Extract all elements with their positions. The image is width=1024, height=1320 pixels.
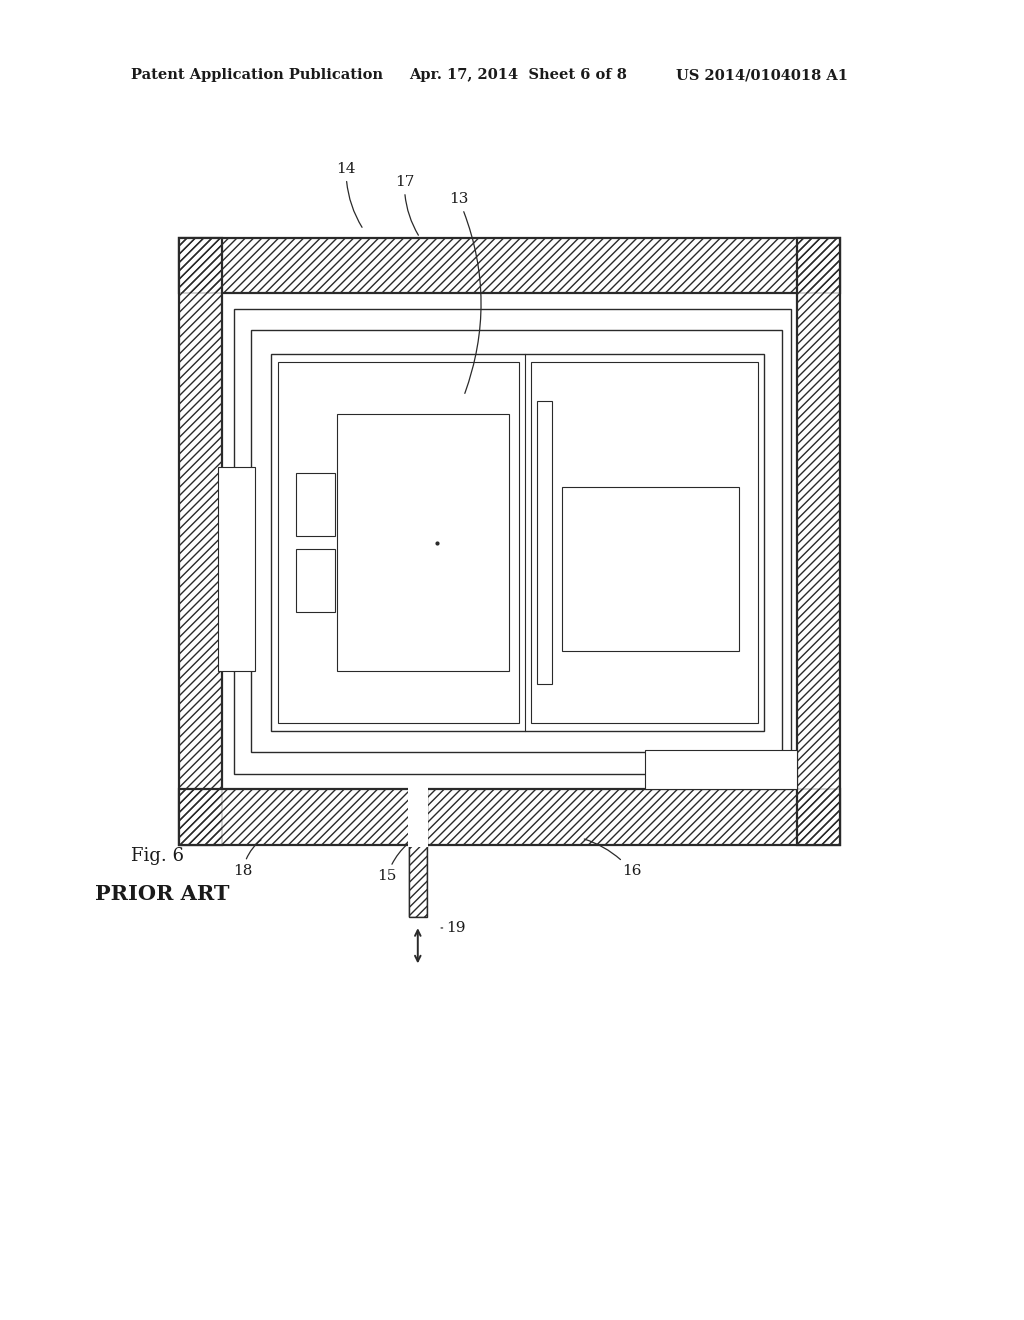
Text: Fig. 6: Fig. 6 (131, 846, 184, 865)
Bar (645, 750, 797, 789)
Text: PRIOR ART: PRIOR ART (95, 884, 229, 904)
Bar (409, 789, 427, 917)
Text: 13: 13 (450, 193, 481, 393)
Bar (296, 473, 335, 536)
Bar (337, 414, 509, 671)
Text: Apr. 17, 2014  Sheet 6 of 8: Apr. 17, 2014 Sheet 6 of 8 (410, 69, 628, 82)
Bar (278, 362, 519, 723)
Text: 14: 14 (336, 162, 362, 227)
Text: Patent Application Publication: Patent Application Publication (131, 69, 383, 82)
Bar (538, 401, 552, 684)
Bar (179, 789, 840, 845)
Bar (234, 309, 791, 774)
Bar (179, 238, 840, 293)
Bar (218, 467, 255, 671)
Bar (251, 330, 782, 752)
Bar (179, 238, 840, 293)
Text: 18: 18 (233, 840, 261, 878)
Bar (797, 238, 840, 845)
Bar (408, 784, 428, 847)
Bar (179, 238, 222, 845)
Text: US 2014/0104018 A1: US 2014/0104018 A1 (676, 69, 848, 82)
Text: 17: 17 (395, 176, 419, 235)
Bar (409, 789, 427, 917)
Bar (179, 238, 222, 845)
Bar (296, 549, 335, 612)
Text: 19: 19 (445, 921, 466, 935)
Bar (271, 354, 764, 731)
Bar (562, 487, 739, 651)
Bar (797, 238, 840, 845)
Text: 15: 15 (378, 843, 408, 883)
Bar (531, 362, 758, 723)
Bar (179, 789, 840, 845)
Bar (222, 293, 797, 789)
Text: 16: 16 (585, 840, 642, 878)
